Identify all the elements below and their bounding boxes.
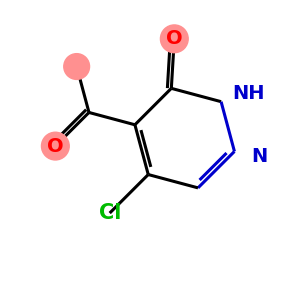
Circle shape <box>160 25 188 53</box>
Text: O: O <box>47 136 64 156</box>
Text: N: N <box>251 147 267 166</box>
Text: O: O <box>166 29 183 48</box>
Text: NH: NH <box>232 84 265 103</box>
Text: Cl: Cl <box>98 203 121 223</box>
Circle shape <box>64 54 89 80</box>
Circle shape <box>41 132 69 160</box>
